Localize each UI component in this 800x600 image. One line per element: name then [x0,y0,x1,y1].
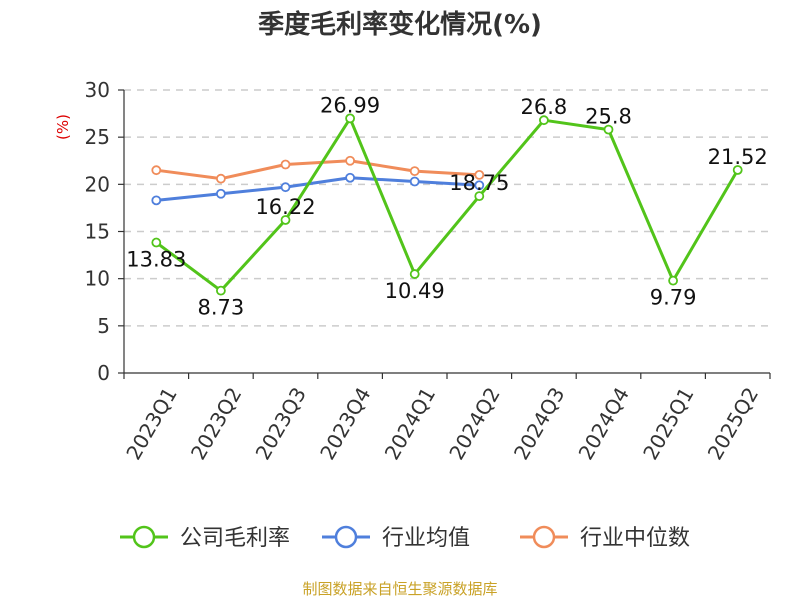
x-tick-label: 2025Q2 [703,383,763,464]
data-label: 10.49 [385,279,445,303]
x-tick-label: 2024Q1 [380,383,440,464]
y-tick-label: 10 [85,267,110,291]
legend-label: 行业均值 [382,526,470,551]
legend-item[interactable]: 行业均值 [322,525,470,551]
data-point [409,176,420,187]
data-point [474,180,485,191]
legend-item[interactable]: 行业中位数 [520,525,690,551]
x-tick-label: 2024Q4 [574,383,634,464]
series-line [156,176,480,202]
legend-label: 行业中位数 [580,526,690,551]
data-label: 26.8 [521,95,568,119]
series-line [156,159,480,181]
data-point [345,172,356,183]
data-point [215,173,226,184]
data-point [732,165,743,175]
data-point [215,285,226,296]
y-tick-label: 20 [85,172,110,196]
chart-title: 季度毛利率变化情况(%) [258,9,542,40]
data-labels: 13.83 8.73 16.22 26.99 10.49 18.75 26.8 25.8 9.7… [126,93,768,319]
data-label: 8.73 [198,296,245,320]
data-point [151,165,162,176]
data-label: 9.79 [650,286,697,310]
legend[interactable]: 公司毛利率 行业均值 行业中位数 [120,525,690,551]
data-point [539,115,549,126]
legend-swatch-marker [334,525,358,549]
data-label: 25.8 [585,105,632,129]
y-tick-label: 15 [85,220,110,244]
data-label: 26.99 [320,93,380,117]
data-point [345,155,356,166]
series-1 [151,113,743,296]
y-axis-label: (%) [54,114,72,140]
data-point [151,237,162,248]
data-point [215,188,226,199]
data-label: 18.75 [449,171,509,195]
source-note: 制图数据来自恒生聚源数据库 [302,580,497,598]
series-3 [151,155,485,184]
axes [118,89,771,379]
data-point [668,275,678,286]
data-point [280,215,291,225]
legend-swatch-marker [132,525,156,549]
x-tick-label: 2023Q3 [251,383,311,464]
y-tick-labels: 0 5 10 15 20 25 30 [85,78,110,385]
x-tick-labels: 2023Q1 2023Q2 2023Q3 2023Q4 2024Q1 2024Q2 2024… [121,383,763,464]
x-tick-label: 2023Q4 [315,383,375,464]
y-tick-label: 25 [85,125,110,149]
data-point [280,159,291,170]
data-label: 16.22 [255,195,315,219]
x-tick-label: 2023Q1 [121,383,181,464]
series-2 [151,172,485,206]
data-label: 21.52 [708,145,768,169]
y-tick-label: 30 [85,78,110,102]
x-tick-label: 2024Q3 [509,383,569,464]
legend-label: 公司毛利率 [180,526,290,551]
x-tick-label: 2025Q1 [638,383,698,464]
data-point [280,182,291,193]
legend-swatch-marker [532,525,556,549]
legend-item[interactable]: 公司毛利率 [120,525,290,551]
data-point [345,113,356,124]
data-point [474,169,485,180]
data-label: 13.83 [126,248,186,272]
data-point [409,166,420,177]
y-tick-label: 0 [97,361,110,385]
y-tick-label: 5 [97,314,110,338]
data-point [151,195,162,206]
x-tick-label: 2023Q2 [186,383,246,464]
data-point [474,191,485,202]
data-point [409,269,420,279]
series-line [155,116,739,293]
series-layer [151,113,743,296]
x-tick-label: 2024Q2 [444,383,504,464]
data-point [603,124,614,135]
